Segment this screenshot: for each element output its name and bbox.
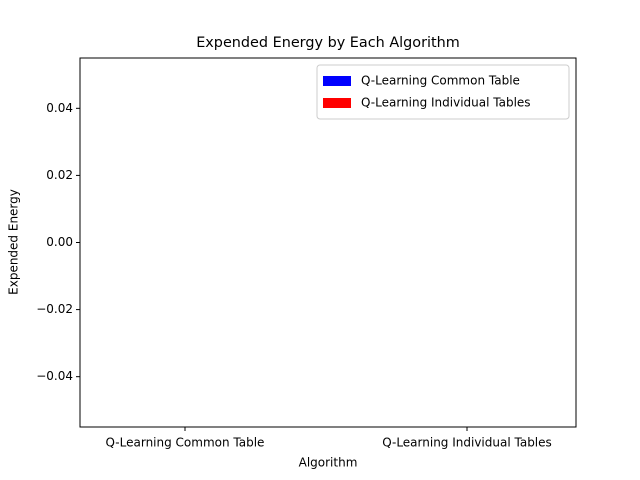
legend-label: Q-Learning Common Table [361,74,520,88]
chart-title: Expended Energy by Each Algorithm [196,35,460,51]
y-tick-label: 0.02 [46,168,73,182]
y-tick-label: 0.00 [46,235,73,249]
y-tick-label: 0.04 [46,101,73,115]
y-tick-label: −0.04 [36,369,73,383]
legend-label: Q-Learning Individual Tables [361,96,531,110]
legend-swatch [323,98,351,108]
legend-box [316,64,570,120]
x-tick-label: Q-Learning Common Table [106,436,265,450]
x-axis-label: Algorithm [299,456,358,470]
x-tick-label: Q-Learning Individual Tables [382,436,552,450]
y-tick-label: −0.02 [36,302,73,316]
y-axis-label: Expended Energy [7,189,21,295]
legend-swatch [323,76,351,86]
